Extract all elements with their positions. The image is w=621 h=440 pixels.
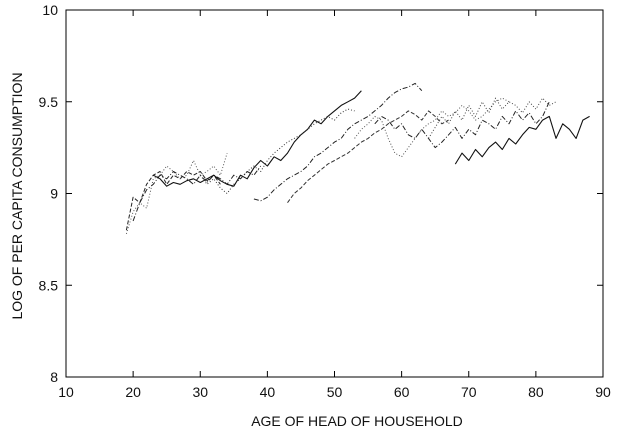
series-line-2 [125, 152, 228, 235]
x-tick-label-70: 70 [461, 384, 477, 400]
series-line-11 [454, 115, 590, 165]
x-tick-label-40: 40 [260, 384, 276, 400]
y-tick-label-9: 9 [50, 186, 58, 202]
plot-frame [65, 9, 604, 378]
y-tick-label-10: 10 [42, 2, 58, 18]
x-tick-label-30: 30 [192, 384, 208, 400]
x-tick-label-60: 60 [394, 384, 410, 400]
axes-layer: 10 20 30 40 50 60 70 80 90 8 8.5 9 9.5 10 [39, 2, 611, 400]
series-line-1 [125, 171, 221, 231]
x-tick-label-10: 10 [58, 384, 74, 400]
x-axis-label: AGE OF HEAD OF HOUSEHOLD [251, 413, 463, 429]
series-line-3 [132, 165, 262, 222]
y-tick-label-8-5: 8.5 [39, 277, 59, 293]
x-tick-label-50: 50 [327, 384, 343, 400]
series-line-6 [253, 82, 423, 202]
series-line-10 [428, 97, 557, 139]
y-tick-label-9-5: 9.5 [39, 94, 59, 110]
y-tick-label-8: 8 [50, 369, 58, 385]
series-line-9 [374, 101, 550, 149]
y-axis-label: LOG OF PER CAPITA CONSUMPTION [9, 72, 25, 319]
x-tick-label-80: 80 [528, 384, 544, 400]
x-tick-label-90: 90 [595, 384, 611, 400]
series-line-4 [153, 90, 362, 187]
x-tick-label-20: 20 [125, 384, 141, 400]
series-line-8 [354, 97, 510, 158]
series-layer [125, 82, 590, 235]
series-line-7 [287, 110, 449, 203]
series-line-5 [199, 108, 355, 194]
